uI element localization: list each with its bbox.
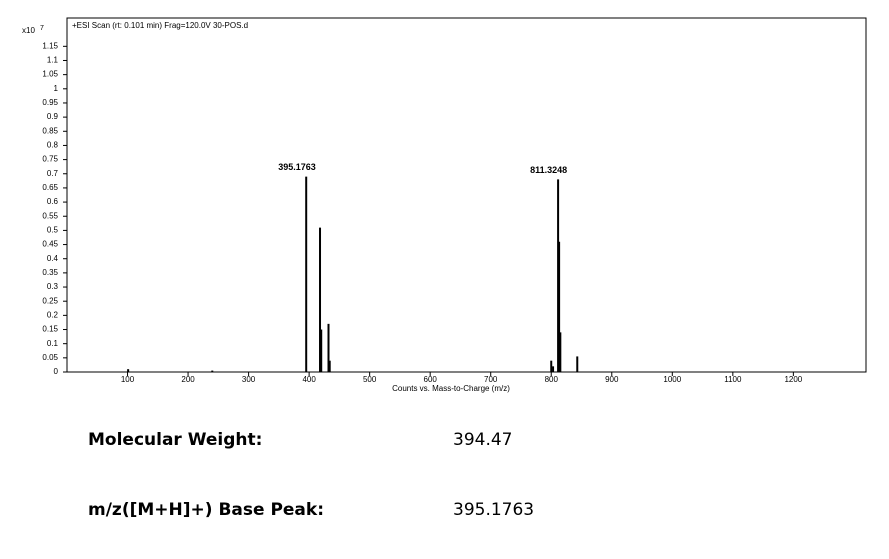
y-tick-label: 0.05	[42, 353, 58, 362]
peak-label: 395.1763	[278, 162, 316, 172]
y-tick-label: 0.6	[47, 197, 59, 206]
y-tick-label: 0.9	[47, 112, 59, 121]
y-tick-label: 0.8	[47, 141, 59, 150]
y-multiplier-exponent: 7	[40, 25, 44, 32]
y-tick-label: 0.2	[47, 310, 59, 319]
peak-label: 811.3248	[530, 165, 567, 175]
y-tick-label: 0.95	[42, 98, 58, 107]
y-tick-label: 0.65	[42, 183, 58, 192]
x-tick-label: 400	[302, 375, 316, 384]
x-tick-label: 100	[121, 375, 135, 384]
x-tick-label: 900	[605, 375, 619, 384]
y-tick-label: 0.3	[47, 282, 59, 291]
y-tick-label: 0.5	[47, 226, 59, 235]
chart-title: +ESI Scan (rt: 0.101 min) Frag=120.0V 30…	[72, 21, 248, 30]
x-tick-label: 1100	[724, 375, 742, 384]
y-tick-label: 0.35	[42, 268, 58, 277]
plot-frame	[66, 17, 867, 373]
x-axis-label: Counts vs. Mass-to-Charge (m/z)	[392, 384, 510, 393]
x-tick-label: 600	[424, 375, 438, 384]
x-tick-label: 500	[363, 375, 377, 384]
y-multiplier: x10	[22, 26, 35, 35]
info-value: 395.1763	[453, 500, 534, 520]
info-value: 394.47	[453, 430, 512, 450]
y-tick-label: 1.15	[42, 41, 58, 50]
x-tick-label: 800	[545, 375, 559, 384]
y-tick-label: 1	[54, 84, 59, 93]
x-tick-label: 200	[181, 375, 195, 384]
x-tick-label: 1000	[663, 375, 681, 384]
info-label: Molecular Weight:	[88, 430, 262, 450]
info-label: m/z([M+H]+) Base Peak:	[88, 500, 324, 520]
x-tick-label: 700	[484, 375, 498, 384]
x-tick-label: 300	[242, 375, 256, 384]
y-tick-label: 0.55	[42, 211, 58, 220]
y-tick-label: 0.4	[47, 254, 59, 263]
y-tick-label: 0.1	[47, 339, 59, 348]
y-tick-label: 0.75	[42, 155, 58, 164]
y-tick-label: 0.15	[42, 325, 58, 334]
x-tick-label: 1200	[784, 375, 802, 384]
y-tick-label: 0.7	[47, 169, 59, 178]
y-tick-label: 1.1	[47, 56, 59, 65]
y-tick-label: 0.85	[42, 126, 58, 135]
y-tick-label: 1.05	[42, 70, 58, 79]
y-tick-label: 0.25	[42, 296, 58, 305]
y-tick-label: 0.45	[42, 240, 58, 249]
y-tick-label: 0	[54, 367, 59, 376]
